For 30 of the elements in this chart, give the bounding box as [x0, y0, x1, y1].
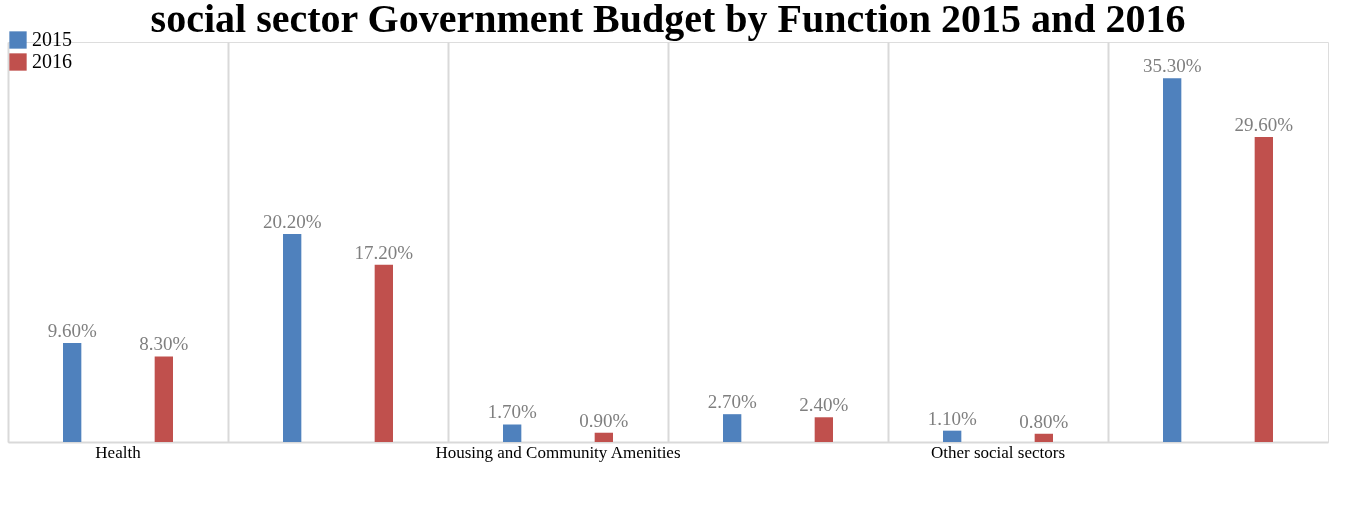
bar — [154, 356, 173, 442]
bar — [63, 343, 82, 442]
data-label: 1.10% — [927, 407, 977, 429]
data-label: 35.30% — [1142, 55, 1202, 77]
data-label: 2.40% — [799, 394, 849, 416]
data-label: 1.70% — [487, 401, 537, 423]
bar — [1254, 137, 1273, 442]
data-label: 8.30% — [139, 333, 189, 355]
bar — [1163, 78, 1182, 442]
data-label: 20.20% — [262, 210, 322, 232]
bar — [594, 432, 613, 442]
data-label: 0.90% — [579, 409, 629, 431]
data-label: 0.80% — [1019, 410, 1069, 432]
bar — [943, 430, 962, 442]
x-tick-label: Health — [95, 442, 142, 462]
x-tick-label: Housing and Community Amenities — [435, 442, 681, 462]
bar — [723, 414, 742, 442]
data-label: 29.60% — [1234, 114, 1294, 136]
chart-title: social sector Government Budget by Function 2015 and 2016 — [150, 0, 1186, 41]
bar — [283, 233, 302, 442]
data-label: 9.60% — [47, 320, 97, 342]
bar — [1034, 433, 1053, 442]
bar — [503, 424, 522, 442]
bar — [374, 264, 393, 442]
legend-label: 2015 — [32, 28, 72, 50]
bar — [814, 417, 833, 442]
legend-label: 2016 — [32, 50, 72, 72]
data-label: 2.70% — [707, 391, 757, 413]
x-tick-label: Other social sectors — [930, 442, 1066, 462]
data-label: 17.20% — [354, 241, 414, 263]
